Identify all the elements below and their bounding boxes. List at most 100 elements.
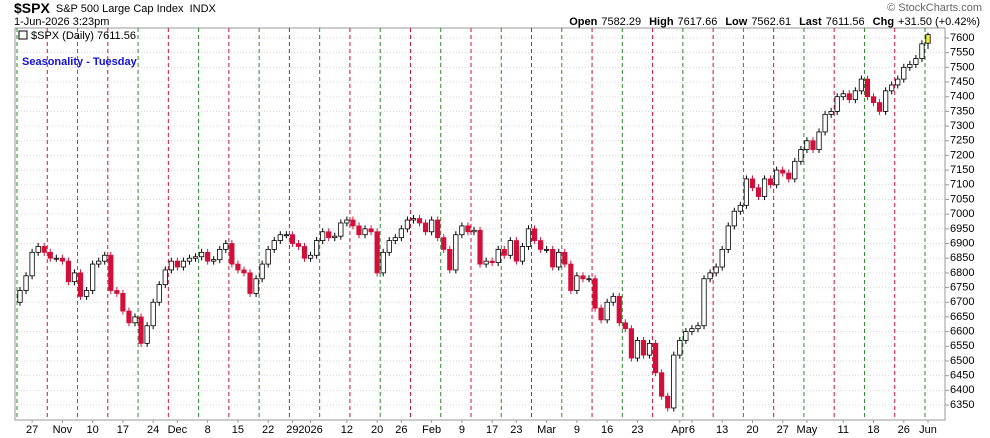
y-tick-label: 7400 [950,91,974,103]
candle-body [804,140,810,150]
candle-body [441,237,447,250]
candle-body [356,225,362,236]
y-tick-label: 6900 [950,237,974,249]
y-tick-label: 6700 [950,296,974,308]
candle-body [858,78,865,92]
candle-body [156,284,162,303]
candle-body [507,240,513,256]
candle-body [65,260,72,283]
y-tick-label: 7150 [950,164,974,176]
x-tick-label: 2026 [298,424,322,436]
x-tick-label: 27 [26,424,38,436]
x-tick-label: 23 [510,424,522,436]
candle-body [320,231,326,241]
candle-body [459,225,465,236]
y-tick-label: 6450 [950,370,974,382]
candle-body [864,78,871,98]
x-tick-label: 16 [601,424,613,436]
candle-body [416,218,423,224]
candle-body [23,275,29,291]
candle-body [586,278,592,281]
y-tick-label: 7500 [950,61,974,73]
candle-body [53,257,59,260]
candle-body [192,256,199,259]
x-tick-label: 22 [262,424,274,436]
y-tick-label: 7100 [950,179,974,191]
candle-body [289,234,296,244]
candle-body [780,169,786,174]
candle-body [83,290,90,297]
candle-body [876,102,883,112]
candle-body [695,325,701,330]
candle-body [537,240,544,250]
candle-body [108,254,114,291]
candle-body [640,340,647,356]
quote-label: High [649,16,674,28]
candle-body [556,251,562,268]
y-tick-label: 7250 [950,135,974,147]
candle-body [495,248,501,264]
candle-body [17,290,23,303]
x-tick-label: Dec [168,424,188,436]
candle-body [689,328,695,333]
x-tick-label: 10 [87,424,99,436]
candle-body [683,331,689,341]
quote-label: Last [799,16,822,28]
candle-body [550,248,556,268]
x-tick-label: May [797,424,818,436]
candle-body [725,225,731,250]
candle-body [907,64,913,68]
credit: © StockCharts.com [887,2,982,14]
candle-body [840,93,846,98]
candle-body [671,354,677,409]
candle-body [792,160,798,180]
x-tick-label: 23 [631,424,643,436]
candle-body [368,228,374,233]
x-tick-label: 26 [395,424,407,436]
y-tick-label: 7600 [950,32,974,44]
quote: Open 7582.29 High 7617.66 Low 7562.61 Last 7611… [569,16,980,28]
candle-body [180,260,187,268]
y-tick-label: 6350 [950,399,974,411]
y-tick-label: 7350 [950,105,974,117]
x-tick-label: 18 [867,424,879,436]
candle-body [519,246,526,262]
candle-body [477,229,483,265]
candle-body [410,218,417,221]
candle-body [102,254,108,262]
x-tick-label: 13 [716,424,728,436]
candle-body [198,251,205,258]
candle-body [574,275,580,291]
candle-body [592,278,598,309]
candle-body [810,140,816,150]
candle-body [362,228,368,236]
candle-body [41,246,47,253]
candle-body [798,149,804,162]
timestamp: 1-Jun-2026 3:23pm [14,16,109,28]
candle-body [719,248,725,268]
candle-body [646,342,653,356]
candle-body [259,263,265,280]
x-tick-label: 9 [459,424,465,436]
candle-body [374,231,380,274]
y-tick-label: 6600 [950,326,974,338]
candle-body [483,260,489,265]
candle-body [332,235,338,239]
y-tick-label: 6800 [950,267,974,279]
candle-body [96,260,102,265]
x-tick-label: Mar [537,424,556,436]
x-tick-label: 6 [689,424,695,436]
y-tick-label: 7300 [950,120,974,132]
candle-body [398,228,404,239]
candle-body [707,272,713,280]
quote-value: 7562.61 [751,16,791,28]
candle-body [525,228,532,247]
candle-body [768,178,774,186]
candle-body [435,219,441,239]
candle-body [610,295,616,303]
candle-body [913,58,919,65]
candle-body [653,342,659,374]
candle-body [253,278,259,294]
y-tick-label: 7550 [950,47,974,59]
y-tick-label: 6950 [950,223,974,235]
